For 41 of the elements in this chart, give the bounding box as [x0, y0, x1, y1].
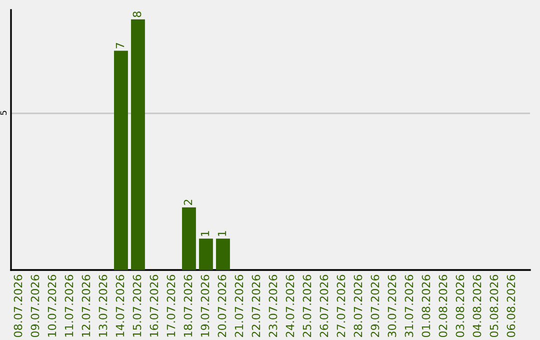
- x-tick-label: 16.07.2026: [150, 274, 158, 337]
- y-tick-label: 5: [0, 110, 7, 115]
- x-tick-label: 19.07.2026: [200, 274, 210, 337]
- data-label: 8: [132, 12, 142, 18]
- bar: [114, 50, 128, 270]
- x-tick-label: 24.07.2026: [286, 274, 294, 337]
- bar: [182, 207, 196, 270]
- x-tick-label: 04.08.2026: [472, 274, 482, 338]
- x-tick-label: 22.07.2026: [252, 274, 260, 337]
- x-tick-label: 26.07.2026: [320, 274, 328, 337]
- x-tick-label: 18.07.2026: [184, 274, 192, 337]
- x-tick-label: 09.07.2026: [30, 274, 40, 338]
- x-tick-label: 30.07.2026: [388, 274, 396, 337]
- data-label: 1: [218, 231, 226, 236]
- x-tick-label: 21.07.2026: [234, 274, 244, 337]
- x-tick-label: 05.08.2026: [490, 274, 498, 338]
- x-tick-label: 11.07.2026: [64, 274, 74, 337]
- x-tick-label: 12.07.2026: [82, 274, 90, 337]
- x-tick-label: 15.07.2026: [132, 274, 142, 337]
- x-tick-label: 31.07.2026: [404, 274, 414, 337]
- bar: [216, 238, 230, 270]
- x-tick-label: 20.07.2026: [218, 274, 226, 337]
- x-tick-label: 08.07.2026: [14, 274, 22, 338]
- x-tick-label: 13.07.2026: [98, 274, 108, 337]
- x-tick-label: 23.07.2026: [268, 274, 278, 337]
- data-label: 2: [184, 200, 192, 205]
- x-tick-label: 27.07.2026: [336, 274, 346, 337]
- x-tick-label: 02.08.2026: [438, 274, 448, 338]
- bar: [199, 238, 213, 270]
- x-tick-label: 28.07.2026: [354, 274, 362, 337]
- x-tick-label: 03.08.2026: [456, 274, 464, 338]
- x-tick-label: 25.07.2026: [302, 274, 312, 337]
- x-tick-label: 14.07.2026: [116, 274, 124, 337]
- data-label: 7: [116, 43, 124, 48]
- data-label: 1: [200, 231, 210, 236]
- x-tick-label: 29.07.2026: [370, 274, 380, 337]
- bar: [131, 19, 145, 270]
- x-tick-label: 06.08.2026: [506, 274, 516, 338]
- x-tick-label: 17.07.2026: [166, 274, 176, 337]
- x-tick-label: 01.08.2026: [422, 274, 430, 338]
- x-tick-label: 10.07.2026: [48, 274, 56, 337]
